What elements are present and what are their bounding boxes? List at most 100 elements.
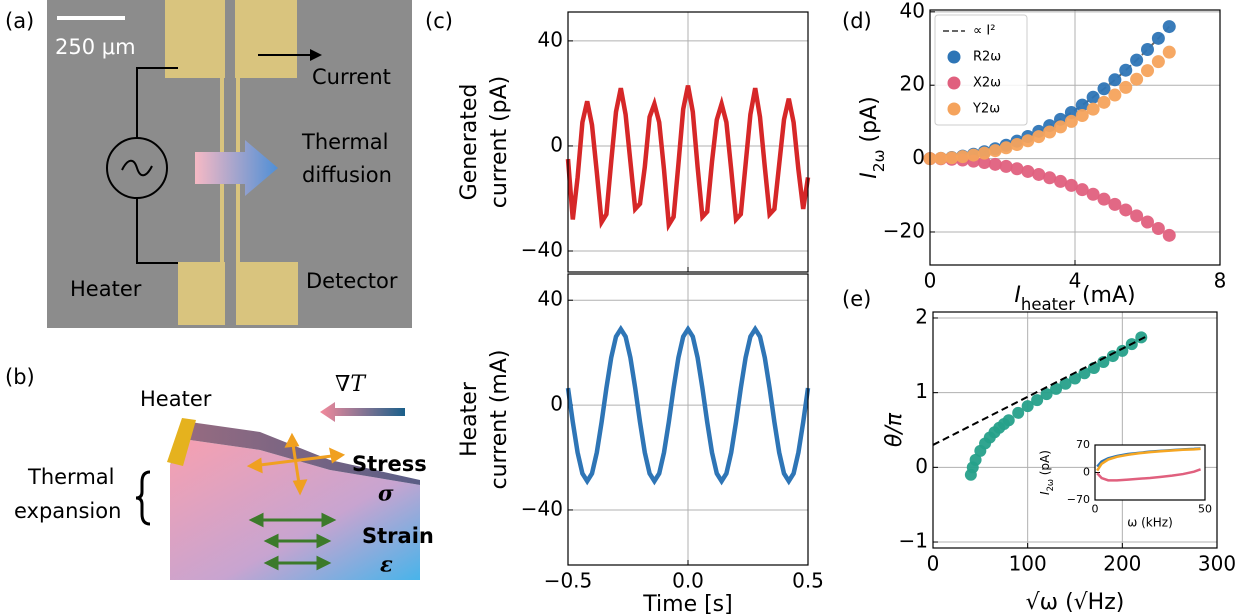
legend-label: X2ω (973, 76, 1001, 91)
point (1075, 183, 1089, 197)
point (1130, 72, 1144, 86)
legend-swatch (947, 76, 961, 90)
label-part: I (1014, 283, 1021, 308)
point (1086, 90, 1100, 104)
point (988, 144, 1002, 158)
panel-label: (a) (5, 9, 34, 33)
label: Detector (306, 269, 398, 293)
point (945, 151, 959, 165)
label-part: I (857, 172, 882, 179)
label: ∇T (335, 372, 367, 397)
y-tick-label: −40 (521, 496, 563, 520)
point (1040, 388, 1053, 401)
x-axis-label: ω (kHz) (1127, 516, 1173, 530)
point (1151, 31, 1165, 45)
label: Thermal (301, 130, 388, 154)
point (1043, 171, 1057, 185)
point (1021, 134, 1035, 148)
point (956, 150, 970, 164)
panel-label: (d) (842, 9, 872, 33)
point (1012, 406, 1025, 419)
y-tick-label: 0 (1083, 466, 1090, 479)
y-tick-label: 40 (538, 27, 563, 51)
axes-frame (567, 273, 809, 566)
pad (236, 262, 298, 325)
point (1064, 114, 1078, 128)
point (977, 146, 991, 160)
point (1021, 164, 1035, 178)
label-part: (pA) (857, 96, 882, 149)
series-line (932, 335, 1147, 446)
point (1032, 130, 1046, 144)
pad (235, 0, 297, 78)
x-tick-label: 50 (1198, 502, 1212, 515)
point (1043, 125, 1057, 139)
point (999, 159, 1013, 173)
pad (178, 262, 225, 325)
strain-arrows (248, 512, 337, 571)
label-part: heater (1021, 295, 1075, 314)
axes-frame (929, 9, 1221, 266)
point (934, 151, 948, 165)
y-tick-label: −20 (883, 218, 925, 242)
label: diffusion (302, 163, 392, 187)
legend-label: ∝ I² (973, 24, 995, 39)
point (1097, 82, 1111, 96)
point (1032, 167, 1046, 181)
point (1141, 215, 1154, 229)
point (1162, 45, 1176, 59)
chart: −0.5 0.0 0.5 −40 0 40 Heater current (mA) Time [… (457, 273, 824, 614)
x-tick-label: 0.0 (672, 569, 704, 593)
point (1162, 20, 1176, 34)
label-part: I (1038, 491, 1052, 495)
point (1141, 64, 1154, 78)
chart: −40 0 40 Generated current (pA) (457, 11, 811, 273)
x-tick-label: 4 (1069, 269, 1082, 293)
y-axis-label: θ/π (882, 412, 907, 447)
label: Strain (362, 524, 434, 548)
label-part: 2ω (870, 150, 888, 173)
point (1075, 98, 1089, 112)
label-part: (pA) (1038, 450, 1052, 479)
point (1069, 372, 1081, 385)
y-axis-label: Generated (457, 84, 482, 201)
point (1086, 102, 1100, 116)
x-tick-label: 8 (1214, 269, 1227, 293)
y-tick-label: 0 (912, 145, 925, 169)
legend-swatch (947, 102, 961, 116)
label-part: (mA) (1075, 283, 1136, 308)
point (1059, 377, 1072, 390)
y-tick-label: 70 (1076, 438, 1090, 451)
axes-frame (1094, 444, 1206, 501)
scale-label: 250 μm (55, 35, 136, 59)
point (1097, 95, 1111, 109)
point (1050, 382, 1063, 395)
point (1108, 73, 1122, 87)
point (1119, 80, 1133, 94)
y-tick-label: 0 (550, 392, 563, 416)
label: Thermal (27, 465, 114, 489)
series-line (1096, 447, 1201, 472)
y-tick-label: −40 (521, 237, 563, 261)
pad (165, 0, 225, 78)
point (1064, 106, 1078, 120)
point (977, 156, 991, 170)
label: Current (312, 65, 391, 89)
panel-label: (c) (425, 9, 453, 33)
y-tick-label: 40 (900, 0, 925, 22)
y-tick-label: −70 (1067, 493, 1090, 506)
y-tick-label: 20 (900, 72, 925, 96)
panel-label: (e) (842, 287, 871, 311)
point (1010, 138, 1024, 152)
panel-a: 250 μm Current Thermal diffusion Heater … (47, 0, 412, 328)
y-tick-label: 40 (538, 287, 563, 311)
label: ε (380, 552, 393, 577)
x-tick-label: 100 (1009, 552, 1047, 576)
gradient-arrow (320, 402, 405, 422)
series-line (565, 324, 811, 486)
label: expansion (14, 499, 121, 523)
